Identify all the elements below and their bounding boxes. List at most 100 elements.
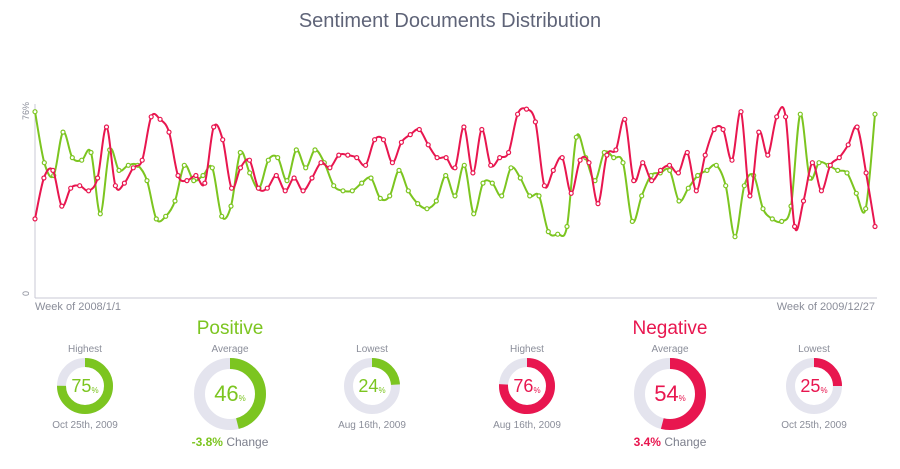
negative-point-53[interactable] <box>506 149 512 156</box>
negative-point-63[interactable] <box>595 201 601 207</box>
positive-point-86[interactable] <box>835 167 841 173</box>
negative-point-71[interactable] <box>666 162 673 168</box>
negative-point-5[interactable] <box>77 183 83 189</box>
negative-point-79[interactable] <box>738 109 744 115</box>
positive-point-49[interactable] <box>489 180 495 186</box>
negative-point-46[interactable] <box>443 155 449 161</box>
positive-point-40[interactable] <box>405 188 411 194</box>
positive-point-1[interactable] <box>41 160 47 166</box>
positive-point-26[interactable] <box>275 155 281 161</box>
negative-point-15[interactable] <box>166 129 172 135</box>
positive-point-42[interactable] <box>424 206 430 212</box>
negative-point-7[interactable] <box>94 175 101 181</box>
positive-point-87[interactable] <box>844 170 850 176</box>
negative-point-69[interactable] <box>648 178 655 184</box>
negative-point-65[interactable] <box>613 147 619 153</box>
negative-point-3[interactable] <box>59 203 65 209</box>
negative-point-58[interactable] <box>550 167 556 173</box>
negative-point-80[interactable] <box>747 193 753 199</box>
positive-point-90[interactable] <box>872 111 878 117</box>
negative-point-14[interactable] <box>157 116 163 122</box>
negative-point-82[interactable] <box>765 152 771 158</box>
negative-point-26[interactable] <box>264 185 270 191</box>
negative-point-56[interactable] <box>532 119 539 125</box>
positive-point-19[interactable] <box>209 165 215 171</box>
negative-point-59[interactable] <box>559 155 565 161</box>
positive-point-72[interactable] <box>704 167 710 173</box>
negative-point-38[interactable] <box>372 137 378 143</box>
negative-point-55[interactable] <box>523 106 530 112</box>
positive-point-73[interactable] <box>713 162 719 168</box>
negative-point-40[interactable] <box>389 160 395 166</box>
positive-point-74[interactable] <box>723 183 729 189</box>
negative-point-74[interactable] <box>693 188 699 194</box>
positive-point-70[interactable] <box>685 185 691 191</box>
positive-point-38[interactable] <box>387 193 393 199</box>
positive-point-37[interactable] <box>377 195 383 201</box>
negative-point-18[interactable] <box>193 172 199 179</box>
negative-point-23[interactable] <box>237 165 244 171</box>
positive-point-51[interactable] <box>508 165 514 171</box>
negative-point-24[interactable] <box>246 157 253 163</box>
positive-point-4[interactable] <box>69 155 75 161</box>
positive-point-6[interactable] <box>88 149 94 156</box>
negative-point-66[interactable] <box>622 116 628 122</box>
negative-point-62[interactable] <box>586 160 592 166</box>
negative-point-19[interactable] <box>202 180 208 186</box>
positive-point-21[interactable] <box>228 203 234 209</box>
negative-point-84[interactable] <box>782 114 789 120</box>
positive-point-48[interactable] <box>480 180 486 186</box>
negative-point-32[interactable] <box>318 160 324 166</box>
positive-point-34[interactable] <box>349 188 355 194</box>
negative-point-35[interactable] <box>345 152 351 158</box>
negative-point-6[interactable] <box>85 188 92 194</box>
positive-point-17[interactable] <box>191 178 197 184</box>
positive-point-7[interactable] <box>97 211 103 217</box>
negative-point-1[interactable] <box>41 175 47 181</box>
positive-point-50[interactable] <box>499 193 505 199</box>
negative-point-51[interactable] <box>488 162 494 168</box>
positive-point-69[interactable] <box>676 198 682 204</box>
positive-point-39[interactable] <box>396 167 402 173</box>
negative-point-4[interactable] <box>68 185 74 191</box>
negative-point-41[interactable] <box>398 139 404 145</box>
positive-point-18[interactable] <box>200 172 206 179</box>
positive-point-44[interactable] <box>443 172 449 179</box>
negative-point-27[interactable] <box>273 172 279 179</box>
negative-point-31[interactable] <box>309 175 315 181</box>
positive-point-45[interactable] <box>452 193 458 199</box>
positive-point-63[interactable] <box>620 160 626 166</box>
negative-point-39[interactable] <box>380 137 387 143</box>
negative-point-72[interactable] <box>675 170 682 176</box>
negative-point-17[interactable] <box>184 178 190 184</box>
positive-point-53[interactable] <box>527 193 533 199</box>
positive-point-79[interactable] <box>769 216 775 222</box>
positive-point-36[interactable] <box>368 175 374 181</box>
negative-point-20[interactable] <box>211 124 217 130</box>
positive-point-58[interactable] <box>573 134 579 140</box>
negative-point-93[interactable] <box>863 170 869 176</box>
negative-point-2[interactable] <box>50 167 56 173</box>
positive-point-32[interactable] <box>331 183 337 189</box>
positive-point-52[interactable] <box>517 175 523 181</box>
positive-point-78[interactable] <box>760 206 766 212</box>
negative-point-86[interactable] <box>800 198 807 204</box>
positive-point-35[interactable] <box>359 180 365 186</box>
negative-point-52[interactable] <box>497 155 503 161</box>
positive-point-12[interactable] <box>144 178 150 184</box>
negative-point-89[interactable] <box>827 162 833 168</box>
positive-point-20[interactable] <box>219 213 225 219</box>
positive-point-41[interactable] <box>415 201 421 207</box>
negative-point-70[interactable] <box>657 167 664 173</box>
negative-point-90[interactable] <box>836 155 842 161</box>
negative-point-8[interactable] <box>103 124 110 130</box>
positive-point-71[interactable] <box>695 172 701 179</box>
positive-point-65[interactable] <box>639 193 645 199</box>
negative-point-36[interactable] <box>354 155 360 161</box>
negative-point-61[interactable] <box>577 157 583 163</box>
negative-point-22[interactable] <box>229 185 235 191</box>
negative-point-13[interactable] <box>148 114 154 120</box>
negative-point-30[interactable] <box>300 188 306 194</box>
positive-point-28[interactable] <box>293 147 299 153</box>
positive-point-13[interactable] <box>153 216 159 222</box>
